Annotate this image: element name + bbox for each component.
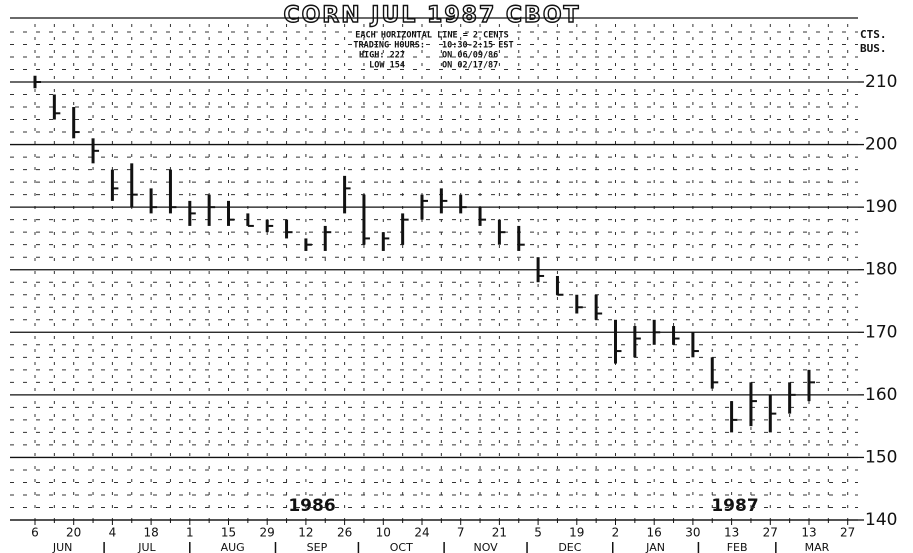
- month-label: SEP: [307, 541, 328, 553]
- y-tick-label: 170: [865, 322, 897, 342]
- x-tick-label: 24: [414, 526, 429, 540]
- month-label: NOV: [473, 541, 498, 553]
- month-label: JUL: [137, 541, 156, 553]
- info-line: ON 06/09/86: [442, 51, 498, 61]
- y-tick-label: 190: [865, 197, 897, 217]
- x-tick-label: 20: [66, 526, 81, 540]
- x-tick-label: 6: [31, 526, 39, 540]
- x-tick-label: 5: [534, 526, 542, 540]
- month-label: AUG: [221, 541, 245, 553]
- y-tick-label: 150: [865, 447, 897, 467]
- year-label: 1987: [711, 496, 758, 516]
- x-tick-label: 18: [143, 526, 158, 540]
- x-tick-label: 1: [186, 526, 194, 540]
- x-tick-label: 13: [801, 526, 816, 540]
- x-tick-label: 12: [298, 526, 313, 540]
- x-tick-label: 26: [337, 526, 352, 540]
- info-line: HIGH: 227: [359, 51, 405, 61]
- x-tick-label: 16: [647, 526, 662, 540]
- chart-title: CORN JUL 1987 CBOT: [283, 3, 580, 28]
- y-axis-label: CTS.: [860, 28, 887, 41]
- month-label: MAR: [805, 541, 830, 553]
- x-tick-label: 27: [763, 526, 778, 540]
- y-axis-label: BUS.: [860, 42, 887, 55]
- x-tick-label: 29: [260, 526, 275, 540]
- x-tick-label: 19: [569, 526, 584, 540]
- x-tick-label: 13: [724, 526, 739, 540]
- y-tick-label: 180: [865, 260, 897, 280]
- month-label: DEC: [558, 541, 581, 553]
- x-tick-label: 4: [109, 526, 117, 540]
- x-tick-label: 30: [685, 526, 700, 540]
- x-tick-label: 7: [457, 526, 465, 540]
- x-tick-label: 10: [376, 526, 391, 540]
- x-tick-label: 2: [612, 526, 620, 540]
- info-line: 10:30-2:15 EST: [442, 41, 514, 51]
- y-tick-label: 210: [865, 72, 897, 92]
- info-line: EACH HORIZONTAL LINE = 2 CENTS: [355, 31, 509, 41]
- month-label: JAN: [645, 541, 665, 553]
- month-label: FEB: [727, 541, 748, 553]
- y-tick-label: 140: [865, 510, 897, 530]
- x-tick-label: 27: [840, 526, 855, 540]
- year-label: 1986: [288, 496, 335, 516]
- info-line: TRADING HOURS:: [353, 41, 425, 51]
- month-label: OCT: [390, 541, 413, 553]
- y-tick-label: 200: [865, 135, 897, 155]
- y-tick-label: 160: [865, 385, 897, 405]
- x-tick-label: 15: [221, 526, 236, 540]
- month-label: JUN: [52, 541, 73, 553]
- x-tick-label: 21: [492, 526, 507, 540]
- info-line: LOW 154: [369, 61, 405, 71]
- info-line: ON 02/17/87: [442, 61, 498, 71]
